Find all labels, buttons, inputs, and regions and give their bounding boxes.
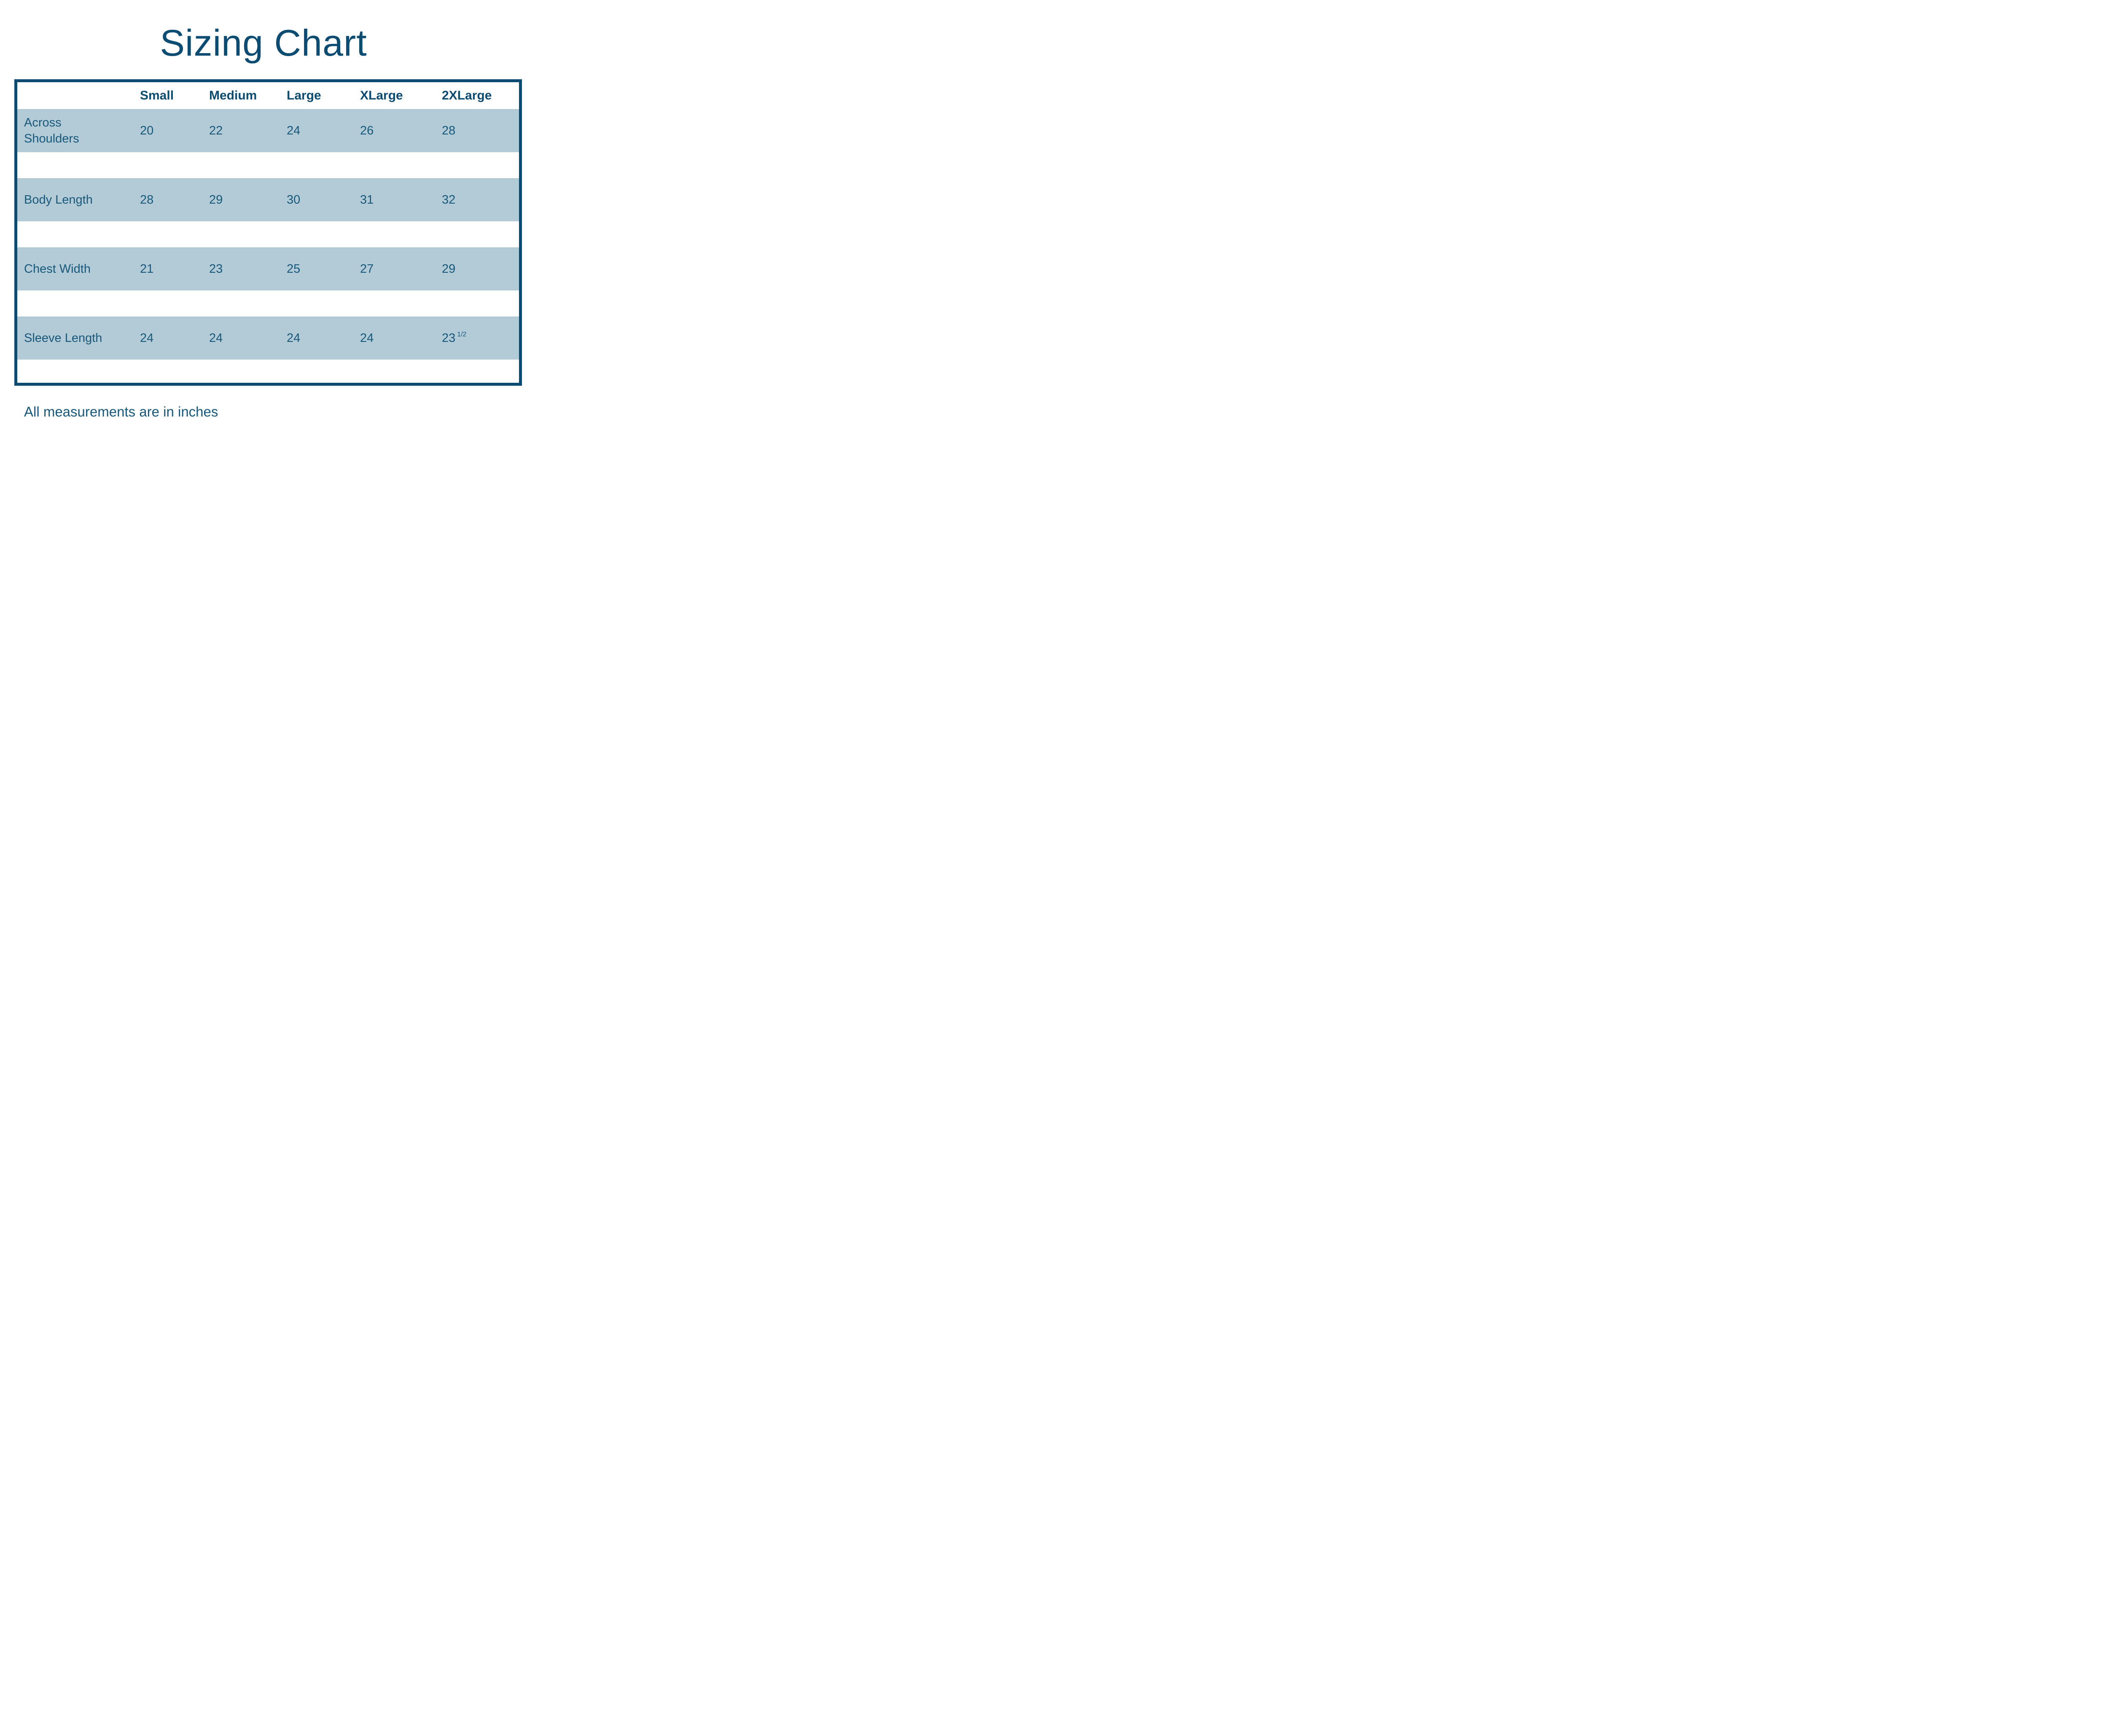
measurements-note: All measurements are in inches (24, 404, 218, 419)
sizing-chart-page: Sizing Chart Small Medium Large XLarge 2XLar… (0, 0, 527, 434)
sizing-table: Small Medium Large XLarge 2XLarge Across Sho… (14, 79, 522, 386)
table-row: Sleeve Length 24 24 24 24 23 1/2 (17, 317, 519, 360)
size-value: 29 (442, 262, 456, 276)
row-separator (17, 152, 519, 178)
page-title: Sizing Chart (160, 22, 367, 64)
row-label: Sleeve Length (24, 331, 102, 345)
row-separator (17, 221, 519, 247)
row-label: Body Length (24, 193, 93, 207)
size-value: 24 (287, 124, 301, 137)
table-row: Across Shoulders 20 22 24 26 28 (17, 109, 519, 152)
size-value: 23 (209, 262, 223, 276)
size-value: 24 (209, 331, 223, 345)
size-value: 30 (287, 193, 301, 207)
size-value: 32 (442, 193, 456, 207)
column-header: XLarge (360, 89, 403, 102)
size-value: 21 (140, 262, 154, 276)
row-label: Across Shoulders (24, 116, 79, 145)
header-row: Small Medium Large XLarge 2XLarge (17, 82, 519, 109)
column-header: Small (140, 89, 174, 102)
size-value: 26 (360, 124, 374, 137)
size-value: 29 (209, 193, 223, 207)
size-value: 27 (360, 262, 374, 276)
size-value: 28 (442, 124, 456, 137)
size-value: 20 (140, 124, 154, 137)
size-value: 28 (140, 193, 154, 207)
fraction-superscript: 1/2 (457, 331, 467, 338)
column-header: 2XLarge (442, 89, 492, 102)
size-value: 24 (287, 331, 301, 345)
size-value: 22 (209, 124, 223, 137)
table-row: Body Length 28 29 30 31 32 (17, 178, 519, 221)
size-value: 24 (140, 331, 154, 345)
table-row: Chest Width 21 23 25 27 29 (17, 247, 519, 290)
column-header: Medium (209, 89, 257, 102)
size-value: 24 (360, 331, 374, 345)
column-header: Large (287, 89, 321, 102)
row-separator (17, 290, 519, 317)
size-value: 25 (287, 262, 301, 276)
size-value: 23 1/2 (442, 331, 467, 345)
size-value: 31 (360, 193, 374, 207)
row-label: Chest Width (24, 262, 91, 276)
